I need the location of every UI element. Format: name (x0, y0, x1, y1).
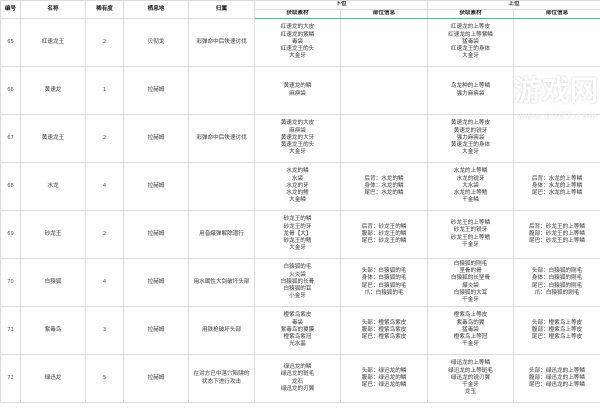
cell-attribute (188, 162, 255, 211)
cell-rarity: 2 (85, 18, 124, 67)
cell-name: 黄速龙 (20, 66, 86, 115)
cell-attribute: 用水属性大剑破坏头部 (188, 258, 255, 307)
table-row: 69 砂龙王 2 拉赫姆 用音爆弹解除潜行 砂龙王的鳞 砂龙王的牙 龙骨【大】 砂龙王的鳍… (0, 210, 600, 259)
cell-low-materials: 白猿狐的毛 火炎袋 白猿狐的长骨 白猿狐的耳 小金牙 (254, 258, 341, 307)
header-habitat: 栖息地 (123, 0, 189, 19)
cell-name: 紫毒鸟 (20, 306, 86, 355)
cell-rarity: 2 (85, 210, 124, 259)
cell-name: 绿迅龙 (20, 354, 86, 403)
cell-habitat: 拉赫姆 (123, 354, 189, 403)
cell-attribute: 彩弹命中后快速讨伐 (188, 114, 255, 163)
cell-habitat: 拉赫姆 (123, 162, 189, 211)
cell-low-parts: 头部：绿迅龙的鳞 腹部：绿迅龙的鳞 尾巴：绿迅龙的鳞 (339, 354, 429, 403)
cell-habitat: 贝彻戈 (123, 18, 189, 67)
table-row: 67 黄速龙王 2 拉赫姆 彩弹命中后快速讨伐 黄速龙的大皮 麻痹袋 黄速龙的大牙 黄速龙… (0, 114, 600, 163)
cell-rarity: 5 (85, 354, 124, 403)
cell-low-parts: 头部：白猿狐的毛 身体：白猿狐的毛 尾巴：白猿狐的毛 爪：白猿狐的毛 (339, 258, 429, 307)
cell-high-parts: 后背：水龙的上等鳞 身体：水龙的上等鳞 尾巴：水龙的上等鳞 (513, 162, 600, 211)
cell-id: 69 (0, 210, 21, 259)
cell-high-materials: 黄速龙的上等皮 黄速龙的锐牙 强力麻痹袋 黄速龙王的身体 大金牙 (427, 114, 515, 163)
cell-low-materials: 水龙的鳞 水袋 水龙的牙 水龙的鳍 大金鳞 (254, 162, 341, 211)
table-row: 66 黄速龙 1 拉赫姆 黄速龙的鳞 麻痹袋 鸟龙种的上等鳞 强力麻痹袋 (0, 66, 600, 115)
cell-high-parts: 后背：砂龙王的上等鳞 腹部：砂龙王的上等鳞 尾巴：砂龙王的上等鳞 (513, 210, 600, 259)
cell-habitat: 拉赫姆 (123, 258, 189, 307)
table-row: 65 红速龙王 2 贝彻戈 彩弹命中后快速讨伐 红速龙的大皮 红速龙的紫鳞 毒袋 红速龙王… (0, 18, 600, 67)
cell-high-parts (513, 114, 600, 163)
cell-high-parts (513, 66, 600, 115)
cell-rarity: 1 (85, 66, 124, 115)
cell-name: 水龙 (20, 162, 86, 211)
cell-low-parts: 头部：橙紫鸟紫皮 腹部：橙紫鸟紫皮 尾巴：橙紫鸟紫皮 (339, 306, 429, 355)
cell-high-parts: 头部：绿迅龙的上等鳞 腹部：绿迅龙的上等鳞 尾巴：绿迅龙的上等鳞 (513, 354, 600, 403)
cell-high-materials: 砂龙王的上等鳞 砂龙王的锐牙 砂龙王的上等鳍 千金牙 (427, 210, 515, 259)
cell-low-parts (339, 114, 429, 163)
cell-habitat: 拉赫姆 (123, 210, 189, 259)
cell-rarity: 2 (85, 114, 124, 163)
header-high-materials: 获取素材 (427, 9, 515, 19)
table-row: 70 白猿狐 4 拉赫姆 用水属性大剑破坏头部 白猿狐的毛 火炎袋 白猿狐的长骨 白猿狐的… (0, 258, 600, 307)
cell-rarity: 4 (85, 258, 124, 307)
table-row: 72 绿迅龙 5 拉赫姆 在对方已中落穴陷阱的 状态下进行攻击 绿迅龙的鳞 绿迅龙的斑毛 … (0, 354, 600, 403)
header-name: 名称 (20, 0, 86, 19)
cell-low-materials: 黄速龙的大皮 麻痹袋 黄速龙的大牙 黄速龙王的头 大金牙 (254, 114, 341, 163)
cell-habitat: 拉赫姆 (123, 66, 189, 115)
cell-attribute: 用音爆弹解除潜行 (188, 210, 255, 259)
cell-name: 砂龙王 (20, 210, 86, 259)
cell-low-materials: 黄速龙的鳞 麻痹袋 (254, 66, 341, 115)
header-low-rank: 下位 (253, 0, 429, 10)
table-row: 71 紫毒鸟 3 拉赫姆 用铁枪破坏头部 橙紫鸟紫皮 毒袋 紫毒鸟的翼膜 橙紫鸟紫冠 光水… (0, 306, 600, 355)
cell-attribute: 在对方已中落穴陷阱的 状态下进行攻击 (188, 354, 255, 403)
cell-low-materials: 绿迅龙的鳞 绿迅龙的斑毛 龙石 绿迅龙的刃翼 (254, 354, 341, 403)
table-body: 65 红速龙王 2 贝彻戈 彩弹命中后快速讨伐 红速龙的大皮 红速龙的紫鳞 毒袋 红速龙王… (0, 18, 600, 403)
cell-attribute: 用铁枪破坏头部 (188, 306, 255, 355)
header-low-materials: 获取素材 (254, 9, 341, 19)
header-high-parts: 部位信息 (513, 9, 600, 19)
cell-rarity: 4 (85, 162, 124, 211)
cell-low-parts (339, 18, 429, 67)
cell-low-parts: 后背：水龙的鳞 身体：水龙的鳞 尾巴：水龙的鳞 (339, 162, 429, 211)
cell-high-materials: 水龙的上等鳞 水龙的锐牙 大水袋 水龙的上等鳍 千金鳞 (427, 162, 515, 211)
cell-high-materials: 白猿狐的刚毛 坚骨的骨 白猿狐的长坚骨 爆炎袋 白猿狐的大耳 千金牙 (427, 258, 515, 307)
cell-high-parts: 头部：白猿狐的刚毛 身体：白猿狐的刚毛 尾巴：白猿狐的刚毛 爪：白猿狐的刚毛 (513, 258, 600, 307)
cell-high-materials: 橙紫鸟上等皮 紫毒鸟的翼 猛毒袋 橙紫鸟上等冠 千金牙 (427, 306, 515, 355)
cell-name: 红速龙王 (20, 18, 86, 67)
cell-habitat: 拉赫姆 (123, 114, 189, 163)
header-high-rank: 上位 (427, 0, 600, 10)
table-row: 68 水龙 4 拉赫姆 水龙的鳞 水袋 水龙的牙 水龙的鳍 大金鳞 后背：水龙的鳞 身体：… (0, 162, 600, 211)
cell-name: 黄速龙王 (20, 114, 86, 163)
cell-id: 65 (0, 18, 21, 67)
header-rarity: 稀有度 (85, 0, 124, 19)
cell-attribute (188, 66, 255, 115)
cell-habitat: 拉赫姆 (123, 306, 189, 355)
cell-name: 白猿狐 (20, 258, 86, 307)
cell-high-parts (513, 18, 600, 67)
cell-high-materials: 鸟龙种的上等鳞 强力麻痹袋 (427, 66, 515, 115)
cell-id: 66 (0, 66, 21, 115)
cell-low-materials: 橙紫鸟紫皮 毒袋 紫毒鸟的翼膜 橙紫鸟紫冠 光水晶 (254, 306, 341, 355)
cell-low-materials: 砂龙王的鳞 砂龙王的牙 龙骨【大】 砂龙王的鳍 大金牙 (254, 210, 341, 259)
cell-rarity: 3 (85, 306, 124, 355)
header-attribute: 归属 (188, 0, 255, 19)
cell-low-materials: 红速龙的大皮 红速龙的紫鳞 毒袋 红速龙王的头 大金牙 (254, 18, 341, 67)
cell-id: 70 (0, 258, 21, 307)
cell-high-materials: 绿迅龙的上等鳞 绿迅龙的上等斑毛 绿迅龙的锐刃翼 千金牙 龙玉 (427, 354, 515, 403)
cell-id: 72 (0, 354, 21, 403)
header-id: 编号 (0, 0, 21, 19)
cell-low-parts (339, 66, 429, 115)
cell-id: 68 (0, 162, 21, 211)
cell-attribute: 彩弹命中后快速讨伐 (188, 18, 255, 67)
cell-id: 67 (0, 114, 21, 163)
cell-low-parts: 后背：砂龙王的鳞 腹部：砂龙王的鳞 尾巴：砂龙王的鳞 (339, 210, 429, 259)
cell-high-parts: 头部：橙紫鸟上等皮 腹部：橙紫鸟上等皮 尾巴：橙紫鸟上等皮 (513, 306, 600, 355)
cell-high-materials: 红速龙的上等皮 红速龙的上等紫鳞 猛毒袋 红速龙王的身体 大金牙 (427, 18, 515, 67)
cell-id: 71 (0, 306, 21, 355)
header-low-parts: 部位信息 (339, 9, 429, 19)
